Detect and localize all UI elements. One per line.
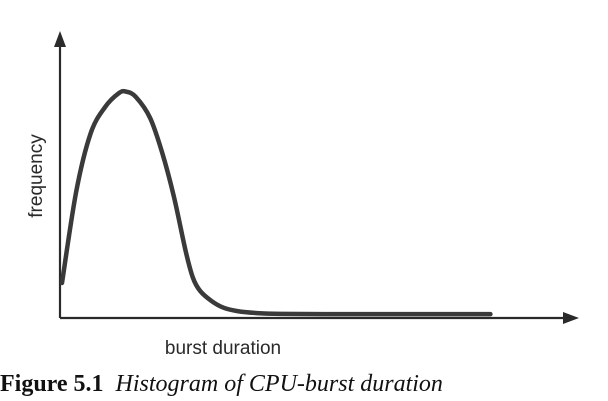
x-axis-label: burst duration — [165, 338, 281, 359]
caption-figure-number: Figure 5.1 — [0, 371, 104, 397]
x-axis-arrowhead — [563, 312, 579, 324]
y-axis-arrowhead — [54, 31, 66, 47]
y-axis-label: frequency — [26, 134, 47, 218]
series-line — [59, 88, 493, 317]
caption-text: Histogram of CPU-burst duration — [115, 371, 443, 397]
figure-caption: Figure 5.1 Histogram of CPU-burst duratio… — [0, 367, 608, 401]
